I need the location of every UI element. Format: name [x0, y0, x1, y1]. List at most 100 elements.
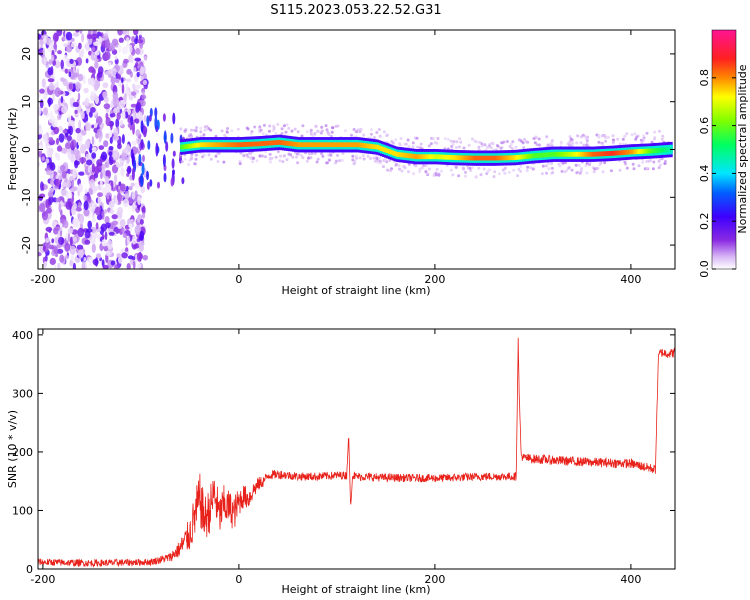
spectrogram-ridge-cell — [619, 150, 622, 156]
spectrogram-ridge-cell — [289, 141, 293, 147]
spectrogram-ridge-cell — [256, 141, 260, 147]
spectrogram-ridge-cell — [638, 149, 642, 154]
spectrogram-ridge-cell — [652, 148, 656, 154]
spectrogram-cell — [574, 163, 578, 167]
spectrogram-ridge-cell — [429, 154, 432, 160]
spectrogram-cell — [381, 165, 385, 169]
spectrogram-cell — [280, 127, 284, 131]
spectrogram-cell — [114, 264, 118, 269]
spectrogram-ridge-cell — [662, 147, 665, 153]
spectrogram-ridge-cell — [581, 151, 585, 157]
spectrogram-cell — [96, 214, 103, 221]
spectrogram-ridge-cell — [205, 142, 209, 148]
spectrogram-cell — [623, 160, 627, 164]
spectrogram-ridge-cell — [319, 142, 322, 148]
spectrogram-cell — [51, 54, 55, 62]
spectrogram-cell — [377, 128, 381, 131]
spectrogram-cell — [108, 45, 116, 52]
spectrogram-cell — [524, 140, 528, 144]
spectrogram-cell — [565, 169, 569, 172]
spectrogram-cell — [355, 156, 359, 160]
spectrogram-cell — [64, 242, 71, 252]
spectrogram-ridge-cell — [299, 142, 303, 148]
spectrogram-ridge-cell — [529, 153, 532, 159]
spectrogram-cell — [491, 142, 495, 146]
spectrogram-cell — [139, 243, 144, 252]
spectrogram-ridge-cell — [552, 151, 556, 157]
spectrogram-ridge-cell — [576, 151, 579, 157]
spectrogram-ridge-cell — [219, 142, 222, 148]
spectrogram-cell — [281, 160, 285, 164]
spectrogram-cell — [433, 141, 437, 145]
spectrogram-cell — [301, 156, 305, 160]
spectrogram-cell — [447, 137, 450, 141]
spectrogram-cell — [652, 160, 656, 164]
spectrogram-cell — [334, 124, 338, 128]
spectrogram-cell — [512, 168, 516, 172]
spectrogram-cell — [117, 206, 124, 215]
spectrogram-cell — [84, 188, 88, 194]
spectrogram-ridge-cell — [554, 151, 558, 157]
spectrogram-cell — [104, 216, 110, 224]
spectrogram-y-ticks: -20 -10 0 10 20 — [20, 47, 675, 254]
spectrogram-cell — [238, 162, 242, 166]
spectrogram-cell — [57, 50, 62, 55]
snr-marks — [38, 337, 675, 568]
spectrogram-cell — [293, 127, 297, 131]
spectrogram-cell — [71, 179, 74, 189]
spectrogram-ridge-cell — [278, 139, 281, 145]
spectrogram-cell — [391, 141, 395, 145]
spectrogram-cell — [315, 160, 319, 164]
spectrogram-cell — [397, 164, 401, 167]
spectrogram-cell — [305, 159, 309, 163]
spectrogram-cell — [146, 181, 150, 190]
spectrogram-cell — [66, 172, 69, 179]
spectrogram-cell — [81, 33, 85, 43]
spectrogram-cell — [47, 78, 55, 83]
spectrogram-cell — [379, 161, 382, 165]
spectrogram-cell — [125, 37, 130, 43]
spectrogram-cell — [141, 205, 146, 215]
spectrogram-cell — [108, 146, 114, 151]
spectrogram-cell — [488, 168, 492, 172]
spectrogram-cell — [45, 158, 50, 164]
spectrogram-cell — [94, 61, 99, 69]
spectrogram-cell — [45, 237, 50, 243]
spectrogram-cell — [62, 129, 68, 134]
spectrogram-cell — [546, 143, 550, 147]
spectrogram-cell — [535, 143, 539, 147]
colorbar-tick-label: 0.6 — [698, 117, 711, 135]
spectrogram-cell — [375, 131, 379, 134]
spectrogram-ridge-cell — [405, 153, 409, 158]
snr-series-line — [38, 337, 675, 568]
spectrogram-cell — [135, 102, 142, 111]
spectrogram-cell — [87, 165, 91, 174]
spectrogram-cell — [82, 74, 86, 85]
spectrogram-ridge-cell — [664, 147, 667, 153]
spectrogram-cell — [503, 166, 507, 170]
spectrogram-cell — [126, 43, 130, 48]
spectrogram-cell — [143, 130, 147, 138]
spectrogram-cell — [75, 127, 81, 134]
spectrogram-ridge-cell — [207, 142, 211, 148]
spectrogram-cell — [94, 257, 99, 267]
spectrogram-cell — [194, 129, 198, 133]
spectrogram-cell — [69, 71, 76, 80]
spectrogram-cell — [125, 78, 132, 83]
spectrogram-ridge-cell — [446, 154, 450, 160]
spectrogram-cell — [72, 262, 76, 269]
spectrogram-cell — [584, 164, 588, 168]
spectrogram-cell — [199, 126, 203, 130]
spectrogram-cell — [290, 129, 294, 133]
spectrogram-ridge-cell — [380, 146, 383, 151]
spectrogram-cell — [98, 35, 102, 43]
spectrogram-ridge-cell — [611, 150, 614, 156]
spectrogram-cell — [53, 246, 58, 255]
spectrogram-cell — [209, 157, 213, 161]
spectrogram-cell — [633, 132, 637, 136]
spectrogram-cell — [138, 235, 144, 242]
colorbar-gradient — [711, 29, 737, 270]
spectrogram-cell — [427, 167, 431, 171]
spectrogram-cell — [411, 141, 415, 145]
spectrogram-cell — [478, 140, 482, 144]
